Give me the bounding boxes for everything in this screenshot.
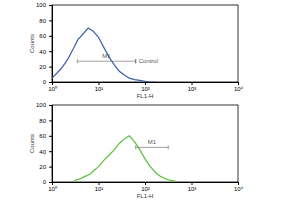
y-tick-mark bbox=[49, 67, 52, 68]
gate-end bbox=[168, 145, 169, 149]
gate-end bbox=[135, 145, 136, 149]
gate-marker bbox=[77, 61, 135, 62]
y-tick-mark bbox=[49, 36, 52, 37]
gate-end bbox=[135, 59, 136, 63]
gate-end bbox=[77, 59, 78, 63]
x-axis-line bbox=[53, 83, 239, 86]
y-tick-label: 80 bbox=[39, 18, 46, 24]
y-tick-label: 20 bbox=[39, 164, 46, 170]
y-axis-line bbox=[49, 106, 53, 183]
x-tick-label: 10⁰ bbox=[48, 85, 57, 92]
x-tick-label: 10² bbox=[141, 186, 150, 192]
panel: 10⁰ 10¹ 10² 10³ 10⁴ 0 20 40 60 80 100 FL1-H Counts M1 bbox=[29, 102, 244, 199]
y-axis: 0 20 40 60 80 100 bbox=[36, 2, 53, 85]
x-tick-mark bbox=[238, 82, 239, 85]
y-tick-mark bbox=[49, 167, 52, 168]
x-tick: 10³ bbox=[188, 182, 197, 192]
x-tick-label: 10² bbox=[141, 86, 150, 92]
x-tick-label: 10³ bbox=[188, 186, 197, 192]
y-tick-label: 60 bbox=[39, 133, 46, 139]
y-tick-mark bbox=[49, 20, 52, 21]
y-tick-label: 0 bbox=[43, 79, 47, 85]
gate-end bbox=[135, 59, 136, 63]
x-axis-title: FL1-H bbox=[137, 193, 154, 199]
plot-area bbox=[52, 28, 156, 82]
x-tick: 10¹ bbox=[95, 182, 104, 192]
x-tick-label: 10⁴ bbox=[234, 186, 244, 192]
y-tick: 20 bbox=[39, 64, 52, 70]
gate-label: Control bbox=[139, 58, 158, 64]
y-tick-label: 0 bbox=[43, 179, 47, 185]
x-tick: 10² bbox=[141, 82, 150, 92]
y-tick: 80 bbox=[39, 118, 52, 124]
x-tick-label: 10⁰ bbox=[48, 185, 57, 192]
x-tick-mark bbox=[145, 82, 146, 85]
y-tick-mark bbox=[49, 182, 52, 183]
y-tick-mark bbox=[49, 51, 52, 52]
plot-frame bbox=[52, 105, 238, 182]
x-tick-mark bbox=[192, 82, 193, 85]
x-tick: 10⁰ bbox=[48, 82, 57, 92]
gate-label: M1 bbox=[102, 53, 111, 59]
gate-label: M1 bbox=[148, 139, 157, 145]
x-tick-mark bbox=[145, 182, 146, 185]
gate-end bbox=[135, 59, 136, 63]
y-tick-mark bbox=[49, 5, 52, 6]
y-tick-mark bbox=[49, 136, 52, 137]
y-tick-label: 100 bbox=[36, 102, 47, 108]
y-tick-label: 40 bbox=[39, 149, 46, 155]
y-tick-label: 80 bbox=[39, 118, 46, 124]
x-tick: 10³ bbox=[188, 82, 197, 92]
y-tick: 40 bbox=[39, 149, 52, 155]
histogram-line bbox=[74, 136, 176, 181]
x-tick-mark bbox=[99, 182, 100, 185]
x-axis-line bbox=[53, 183, 239, 186]
y-tick: 100 bbox=[36, 102, 52, 108]
gate-marker bbox=[136, 147, 169, 148]
y-axis: 0 20 40 60 80 100 bbox=[36, 102, 53, 185]
y-tick-label: 60 bbox=[39, 33, 46, 39]
y-tick-mark bbox=[49, 151, 52, 152]
y-tick-label: 100 bbox=[36, 2, 47, 8]
y-tick: 80 bbox=[39, 18, 52, 24]
y-tick-mark bbox=[49, 82, 52, 83]
x-tick: 10¹ bbox=[95, 82, 104, 92]
x-tick-mark bbox=[238, 182, 239, 185]
y-axis-title: Counts bbox=[29, 134, 35, 153]
y-tick: 60 bbox=[39, 33, 52, 39]
y-tick: 0 bbox=[43, 179, 52, 185]
y-tick: 100 bbox=[36, 2, 52, 8]
y-axis-line bbox=[49, 6, 53, 83]
x-tick: 10² bbox=[141, 182, 150, 192]
x-tick-label: 10¹ bbox=[95, 86, 104, 92]
x-tick-label: 10⁴ bbox=[234, 86, 244, 92]
y-axis-title: Counts bbox=[29, 34, 35, 53]
y-tick-mark bbox=[49, 120, 52, 121]
y-tick: 0 bbox=[43, 79, 52, 85]
y-tick-mark bbox=[49, 105, 52, 106]
x-axis: 10⁰ 10¹ 10² 10³ 10⁴ bbox=[48, 82, 243, 92]
y-tick: 60 bbox=[39, 133, 52, 139]
x-axis-title: FL1-H bbox=[137, 93, 154, 99]
x-tick: 10⁴ bbox=[234, 182, 244, 192]
x-tick-label: 10¹ bbox=[95, 186, 104, 192]
x-tick: 10⁴ bbox=[234, 82, 244, 92]
y-tick: 20 bbox=[39, 164, 52, 170]
x-tick-mark bbox=[99, 82, 100, 85]
x-axis: 10⁰ 10¹ 10² 10³ 10⁴ bbox=[48, 182, 243, 192]
y-tick-label: 40 bbox=[39, 49, 46, 55]
histogram-line bbox=[52, 28, 156, 82]
plot-frame bbox=[52, 5, 238, 82]
x-tick-label: 10³ bbox=[188, 86, 197, 92]
x-tick-mark bbox=[192, 182, 193, 185]
y-tick-label: 20 bbox=[39, 64, 46, 70]
y-tick: 40 bbox=[39, 49, 52, 55]
panel: 10⁰ 10¹ 10² 10³ 10⁴ 0 20 40 60 80 100 FL1-H Counts M1… bbox=[29, 2, 244, 99]
figure: 10⁰ 10¹ 10² 10³ 10⁴ 0 20 40 60 80 100 FL1-H Counts M1… bbox=[0, 0, 300, 200]
x-tick: 10⁰ bbox=[48, 182, 57, 192]
plot-area bbox=[74, 136, 176, 181]
